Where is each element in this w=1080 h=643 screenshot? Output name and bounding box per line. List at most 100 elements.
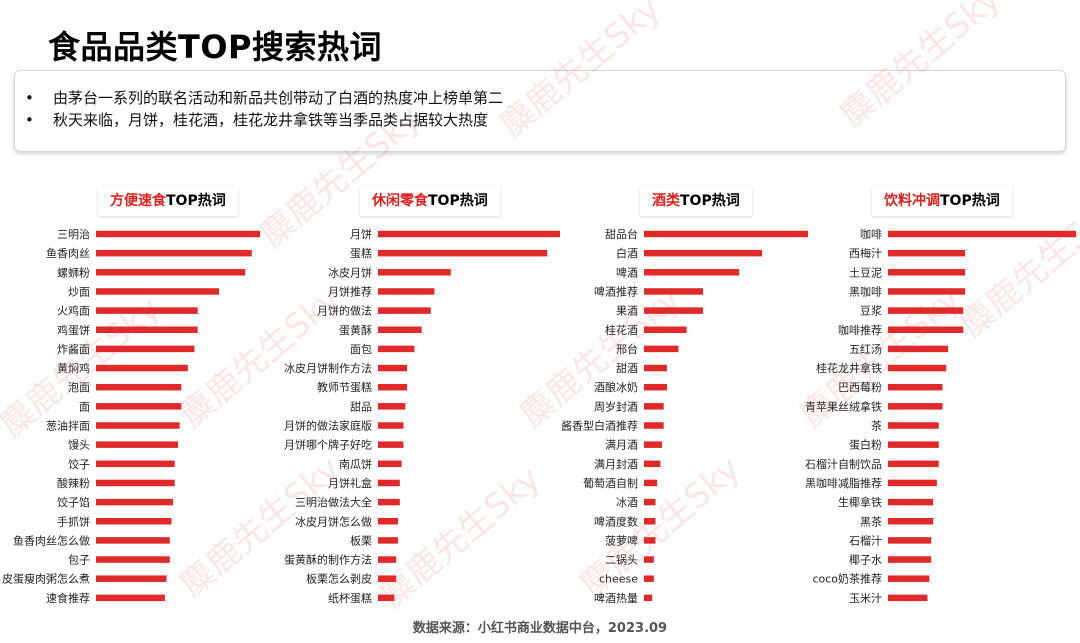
bar [888, 422, 939, 429]
chart-title-beverages: 饮料冲调TOP热词 [872, 186, 1012, 216]
bar-label: 月饼推荐 [328, 284, 372, 298]
bar [378, 460, 402, 468]
bar [96, 288, 219, 295]
bar [378, 422, 404, 429]
bar-label: 黑咖啡 [849, 284, 882, 298]
chart-title-highlight: 饮料冲调 [884, 193, 940, 209]
bar [888, 518, 934, 525]
bar [644, 383, 667, 391]
chart-title-highlight: 酒类 [652, 193, 680, 209]
bar [96, 364, 188, 372]
bar [378, 556, 397, 563]
bar [378, 479, 400, 487]
bar-label: 咖啡 [860, 227, 882, 241]
bullet-dot: • [25, 89, 34, 107]
bar [96, 479, 175, 487]
bar [378, 403, 406, 410]
bar [888, 537, 932, 544]
chart-title-instant-food: 方便速食TOP热词 [98, 186, 238, 216]
bar [96, 403, 182, 410]
bar-label: 手抓饼 [57, 514, 90, 528]
bar-label: 包子 [68, 554, 90, 567]
chart-beverages: 咖啡西梅汁土豆泥黑咖啡豆浆咖啡推荐五红汤桂花龙井拿铁巴西莓粉青苹果丝绒拿铁茶蛋白… [805, 227, 1076, 605]
bar [644, 307, 704, 314]
bar [644, 460, 661, 468]
bar-label: 炒面 [68, 285, 90, 298]
bar [644, 479, 658, 487]
bar-label: 桂花酒 [605, 323, 638, 337]
bar [888, 383, 943, 391]
bullet-dot: • [25, 111, 34, 129]
summary-text: 秋天来临，月饼，桂花酒，桂花龙井拿铁等当季品类占据较大热度 [53, 111, 489, 129]
bar-label: 西梅汁 [849, 246, 882, 260]
bar-label: 黑茶 [860, 515, 882, 528]
bar-label: 冰皮月饼怎么做 [295, 514, 372, 528]
summary-box: • 由茅台一系列的联名活动和新品共创带动了白酒的热度冲上榜单第二 • 秋天来临，月饼… [14, 70, 1066, 152]
bar [96, 345, 195, 353]
bar-label: 石榴汁 [849, 533, 882, 547]
bar [888, 479, 937, 487]
bar-label: 鱼香肉丝 [46, 246, 90, 260]
bar-label: 饺子 [68, 457, 90, 471]
bar-label: 甜品 [350, 400, 372, 413]
bar [96, 441, 178, 448]
bar [888, 326, 964, 333]
bar-label: 酱香型白酒推荐 [561, 419, 638, 433]
bar [644, 556, 654, 563]
bar [378, 249, 548, 257]
chart-title-snacks: 休闲零食TOP热词 [360, 186, 500, 216]
bar-label: 啤酒热量 [594, 591, 638, 605]
bar-label: 啤酒度数 [594, 514, 638, 528]
bar [644, 498, 656, 506]
bar-label: 三明治 [57, 227, 90, 241]
bar-label: 啤酒 [616, 265, 638, 279]
bar [96, 249, 252, 257]
bar [644, 403, 664, 410]
bar [378, 575, 397, 582]
bar-label: 月饼 [350, 227, 372, 241]
bar [96, 230, 260, 238]
bar [96, 575, 167, 582]
bar [96, 307, 198, 314]
bar-label: 板栗怎么剥皮 [306, 572, 372, 586]
bar [888, 345, 949, 353]
bar [378, 537, 399, 544]
bar-label: 茶 [871, 420, 882, 433]
bar-label: 螺蛳粉 [57, 266, 90, 279]
chart-title-highlight: 休闲零食 [372, 193, 428, 209]
bar [96, 498, 174, 506]
summary-point: • 由茅台一系列的联名活动和新品共创带动了白酒的热度冲上榜单第二 [25, 87, 1065, 109]
bar-label: 桂花龙井拿铁 [816, 361, 882, 375]
bar-label: 月饼的做法 [317, 304, 372, 318]
bar [378, 269, 451, 276]
bar [96, 460, 175, 468]
bar-label: 南瓜饼 [339, 457, 372, 471]
bar [378, 441, 404, 448]
bar-label: 五红汤 [849, 342, 882, 356]
bar-label: 土豆泥 [849, 266, 882, 279]
bar [644, 230, 808, 238]
bar-label: 石榴汁自制饮品 [805, 457, 882, 471]
bar-label: 青苹果丝绒拿铁 [805, 399, 882, 413]
bar-label: 甜品台 [605, 227, 638, 241]
bar [644, 326, 687, 333]
bar [888, 364, 947, 372]
bar-label: 二锅头 [605, 554, 638, 567]
bar-label: 巴西莓粉 [838, 381, 882, 394]
bar [888, 307, 964, 314]
bar-label: 三明治做法大全 [295, 495, 372, 509]
bar-label: 面 [79, 400, 90, 413]
bar-label: 葡萄酒自制 [583, 477, 638, 490]
bar-label: 豆浆 [860, 304, 882, 318]
bar-label: 月饼礼盒 [328, 476, 372, 490]
bar [378, 383, 408, 391]
bar-label: 咖啡推荐 [838, 323, 882, 337]
bar-label: 蛋黄酥 [339, 323, 372, 337]
chart-title-suffix: TOP热词 [940, 193, 1000, 209]
bar [378, 364, 408, 372]
bar [888, 594, 928, 602]
bar [96, 383, 182, 391]
bar-label: 面包 [350, 343, 372, 356]
bar-label: 葱油拌面 [46, 419, 90, 433]
bar [644, 364, 667, 372]
